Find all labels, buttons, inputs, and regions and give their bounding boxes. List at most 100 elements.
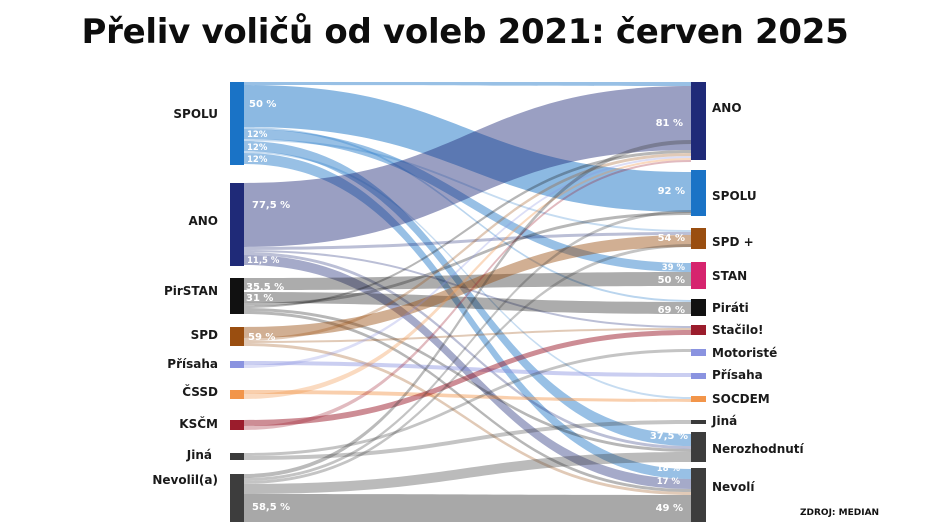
right-node-spd: [691, 228, 706, 249]
flow-spolu-to-stan: [244, 129, 691, 272]
flow-pirstan-to-spolu: [244, 212, 691, 306]
right-node-motoriste: [691, 349, 706, 356]
target-share-label-nevoli-9: 49 %: [656, 503, 683, 514]
left-node-pirstan: [230, 278, 244, 314]
source-share-label-spolu-0: 50 %: [249, 99, 276, 110]
flow-kscm-to-stacilo: [244, 330, 691, 426]
source-share-label-pirstan-6: 35,5 %: [246, 282, 284, 293]
right-node-nerozhodnuti: [691, 432, 706, 462]
source-share-label-spolu-2: 12%: [247, 143, 268, 153]
source-share-label-ano-4: 77,5 %: [252, 200, 290, 211]
target-share-label-stan-4: 50 %: [658, 275, 685, 286]
flow-pirstan-to-nevoli: [244, 311, 691, 492]
source-share-label-nevolil-9: 58,5 %: [252, 502, 290, 513]
flow-nevolil-to-nerozhodnuti: [244, 452, 691, 494]
flow-prisaha-to-ano: [244, 156, 691, 368]
right-node-socdem: [691, 396, 706, 402]
left-node-jina: [230, 453, 244, 460]
left-node-nevolil: [230, 474, 244, 522]
flow-cssd-to-socdem: [244, 390, 691, 402]
left-node-label-jina: Jiná: [186, 448, 212, 462]
right-node-label-jina: Jiná: [711, 414, 737, 428]
right-node-label-nevoli: Nevolí: [712, 480, 755, 494]
flow-kscm-to-ano: [244, 160, 691, 430]
left-node-label-spd: SPD: [191, 328, 218, 342]
chart-title: Přeliv voličů od voleb 2021: červen 2025: [81, 12, 849, 52]
flow-prisaha-to-prisaha: [244, 361, 691, 377]
source-share-label-ano-5: 11,5 %: [247, 256, 280, 266]
target-share-label-nevoli-8: 17 %: [657, 477, 681, 487]
left-node-cssd: [230, 390, 244, 399]
left-node-label-spolu: SPOLU: [173, 107, 218, 121]
left-node-label-prisaha: Přísaha: [167, 357, 218, 371]
right-node-label-pirati: Piráti: [712, 301, 749, 315]
flow-spolu-to-socdem: [244, 151, 691, 399]
flow-nevolil-to-spd: [244, 244, 691, 484]
right-node-pirati: [691, 299, 706, 316]
flow-pirstan-to-pirati: [244, 292, 691, 314]
flow-spd-to-nevoli: [244, 343, 691, 495]
source-share-label-pirstan-7: 31 %: [246, 293, 273, 304]
flow-spd-to-stacilo: [244, 328, 691, 343]
flow-ano-to-nevoli: [244, 255, 691, 489]
flow-jina-to-jina: [244, 420, 691, 460]
flow-spolu-to-nerozhodnuti: [244, 141, 691, 446]
target-share-label-ano-0: 81 %: [656, 118, 683, 129]
source-note: ZDROJ: MEDIAN: [800, 508, 880, 518]
flow-spolu-to-pirati: [244, 127, 691, 302]
target-share-label-nevoli-7: 18 %: [657, 464, 681, 474]
right-node-label-ano: ANO: [712, 101, 742, 115]
flow-pirstan-to-ano: [244, 150, 691, 308]
right-node-label-spd: SPD +: [712, 235, 754, 249]
flow-spolu-to-nevoli: [244, 153, 691, 479]
left-node-spolu: [230, 82, 244, 165]
right-node-jina: [691, 420, 706, 424]
source-share-label-spd-8: 59 %: [248, 332, 275, 343]
left-node-spd: [230, 327, 244, 346]
right-node-label-stan: STAN: [712, 269, 747, 283]
left-node-kscm: [230, 420, 244, 430]
flows-layer: [244, 82, 691, 522]
right-node-stacilo: [691, 325, 706, 335]
flow-jina-to-motoriste: [244, 349, 691, 456]
flow-nevolil-to-spolu: [244, 210, 691, 481]
left-node-label-cssd: ČSSD: [182, 384, 218, 399]
nodes-layer: [230, 82, 706, 522]
right-node-prisaha: [691, 373, 706, 379]
flow-ano-to-stacilo: [244, 250, 691, 328]
flow-spolu-to-ano: [244, 82, 691, 86]
right-node-label-prisaha: Přísaha: [712, 368, 763, 382]
right-node-stan: [691, 262, 706, 289]
flow-cssd-to-ano: [244, 158, 691, 399]
labels-layer: SPOLU ANO PirSTAN SPD Přísaha ČSSD KSČM Jiná Nev…: [152, 101, 804, 494]
right-node-spolu: [691, 170, 706, 216]
left-node-label-nevolil: Nevolil(a): [152, 473, 218, 487]
flow-nevolil-to-nevoli: [244, 494, 691, 522]
flow-ano-to-nerozhodnuti: [244, 252, 691, 449]
left-node-ano: [230, 183, 244, 266]
flow-nevolil-to-ano: [244, 140, 691, 478]
right-node-label-stacilo: Stačilo!: [712, 323, 764, 337]
flow-ano-to-ano: [244, 86, 691, 247]
left-node-label-kscm: KSČM: [179, 416, 218, 431]
target-share-label-nerozhodnuti-6: 37,5 %: [650, 431, 688, 442]
right-node-label-motoriste: Motoristé: [712, 346, 777, 360]
right-node-label-socdem: SOCDEM: [712, 392, 770, 406]
target-share-label-spd-2: 54 %: [658, 233, 685, 244]
target-share-label-spolu-1: 92 %: [658, 186, 685, 197]
percent-labels-layer: 50 % 12% 12% 12% 77,5 % 11,5 % 35,5 %31 % 59 % 5…: [246, 99, 688, 514]
source-share-label-spolu-1: 12%: [247, 130, 268, 140]
flow-spolu-to-spd: [244, 139, 691, 232]
left-node-label-pirstan: PirSTAN: [164, 284, 218, 298]
right-node-ano: [691, 82, 706, 160]
source-share-label-spolu-3: 12%: [247, 155, 268, 165]
flow-spd-to-spd: [244, 235, 691, 338]
target-share-label-pirati-5: 69 %: [658, 305, 685, 316]
target-share-label-stan-3: 39 %: [662, 263, 686, 273]
left-node-label-ano: ANO: [188, 214, 218, 228]
right-node-label-spolu: SPOLU: [712, 189, 757, 203]
flow-spolu-to-spolu: [244, 85, 691, 212]
flow-spd-to-ano: [244, 153, 691, 341]
left-node-prisaha: [230, 361, 244, 368]
